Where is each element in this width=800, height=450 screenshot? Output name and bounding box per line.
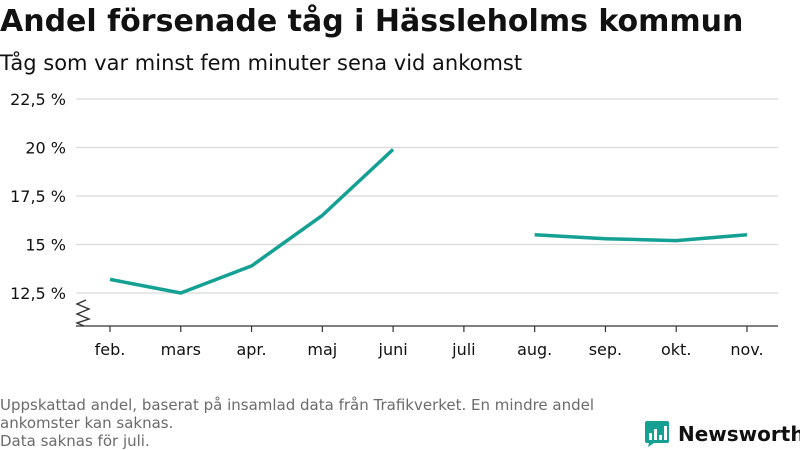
y-tick-label: 22,5 % (10, 90, 66, 109)
footnote-line: Uppskattad andel, baserat på insamlad da… (0, 396, 595, 432)
y-tick-label: 17,5 % (10, 187, 66, 206)
chart-title: Andel försenade tåg i Hässleholms kommun (0, 4, 744, 39)
footnote-line: Data saknas för juli. (0, 432, 150, 450)
series-lines (109, 148, 748, 295)
y-tick-label: 15 % (25, 236, 66, 255)
x-tick-label: maj (307, 340, 337, 359)
axis-break-icon (75, 299, 91, 327)
newsworthy-logo-icon (645, 421, 669, 447)
series-line-segment (534, 233, 748, 243)
series-line-segment (109, 148, 395, 295)
x-tick-label: nov. (730, 340, 763, 359)
x-tick-label: mars (161, 340, 201, 359)
brand-logo: Newsworthy (644, 420, 800, 448)
x-tick-label: okt. (661, 340, 691, 359)
x-tick-label: apr. (236, 340, 266, 359)
x-tick-label: juli (451, 340, 475, 359)
y-tick-label: 12,5 % (10, 284, 66, 303)
chart-subtitle: Tåg som var minst fem minuter sena vid a… (0, 51, 523, 75)
x-tick-label: aug. (517, 340, 552, 359)
y-axis-ticks: 12,5 % 15 % 17,5 % 20 % 22,5 % (10, 90, 66, 303)
x-tick-label: sep. (589, 340, 622, 359)
brand-name: Newsworthy (678, 422, 800, 446)
footnote: Uppskattad andel, baserat på insamlad da… (0, 396, 640, 450)
x-tick-label: feb. (95, 340, 126, 359)
x-tick-label: juni (378, 340, 408, 359)
grid-lines (76, 98, 778, 294)
x-axis-ticks: feb. mars apr. maj juni juli aug. sep. okt. nov. (95, 326, 764, 359)
y-tick-label: 20 % (25, 139, 66, 158)
line-chart: 12,5 % 15 % 17,5 % 20 % 22,5 % feb. mars apr. m… (10, 90, 778, 359)
